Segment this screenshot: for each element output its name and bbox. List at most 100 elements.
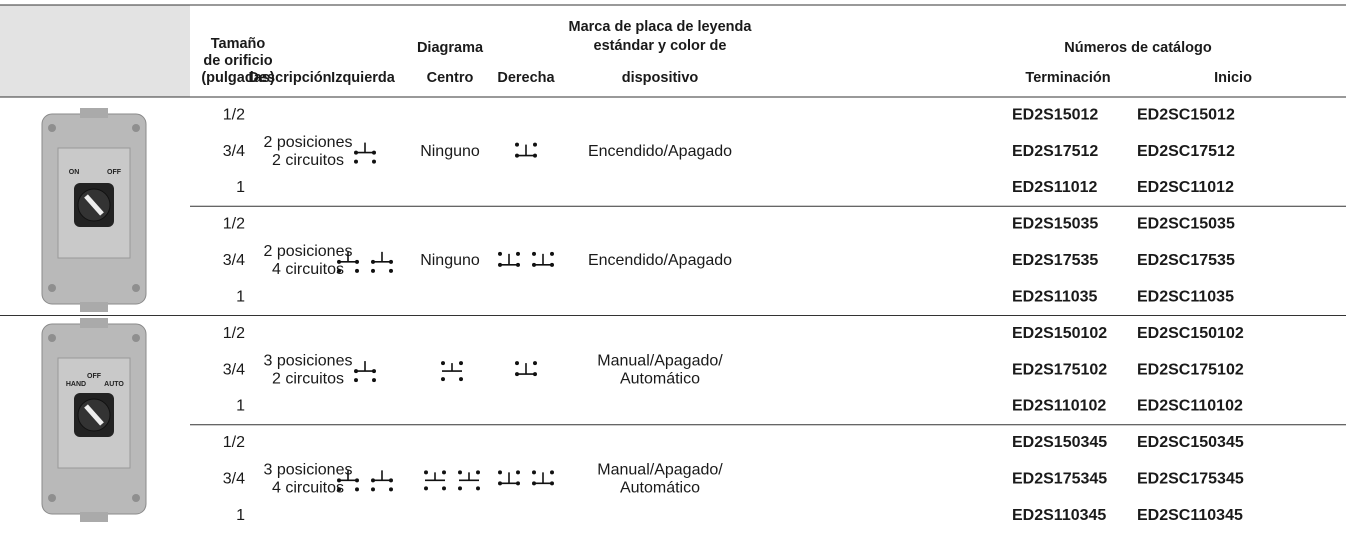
diagram-dot	[354, 378, 358, 383]
center: Ninguno	[420, 252, 480, 269]
diagram-dot	[458, 486, 462, 491]
size: 1/2	[223, 434, 245, 451]
diagram-dot	[389, 487, 393, 492]
switch-hub	[80, 512, 108, 522]
diagram-dot	[424, 486, 428, 491]
diagram-dot	[550, 481, 554, 486]
catalog-termination: ED2S15035	[1012, 216, 1098, 233]
diagram-dot	[533, 361, 537, 366]
catalog-termination: ED2S175345	[1012, 471, 1107, 488]
catalog-termination: ED2S150345	[1012, 434, 1107, 451]
switch-screw	[48, 284, 56, 292]
catalog-termination: ED2S175102	[1012, 361, 1107, 378]
header-size: de orificio	[203, 53, 272, 69]
diagram-dot	[498, 251, 502, 256]
diagram-dot	[532, 262, 536, 267]
catalog-start: ED2SC15012	[1137, 106, 1235, 123]
catalog-start: ED2SC17535	[1137, 252, 1235, 269]
diagram-dot	[476, 486, 480, 491]
diagram-dot	[516, 251, 520, 256]
diagram-dot	[515, 361, 519, 366]
header-shade	[0, 5, 190, 97]
header-size: (pulgadas)	[201, 70, 274, 86]
center: Ninguno	[420, 143, 480, 160]
catalog-termination: ED2S17535	[1012, 252, 1098, 269]
switch-screw	[48, 124, 56, 132]
diagram-dot	[441, 361, 445, 366]
header-center: Centro	[427, 70, 474, 86]
size: 1	[236, 507, 245, 524]
switch-label: OFF	[107, 169, 122, 176]
switch-handle	[84, 194, 104, 216]
diagram-dot	[337, 487, 341, 492]
catalog-start: ED2SC175102	[1137, 361, 1244, 378]
header-legend: dispositivo	[622, 70, 699, 86]
header-diagram: Diagrama	[417, 40, 484, 56]
catalog-start: ED2SC110102	[1137, 398, 1243, 415]
diagram-dot	[371, 487, 375, 492]
size: 3/4	[223, 471, 245, 488]
size: 3/4	[223, 361, 245, 378]
header-left: Izquierda	[331, 70, 396, 86]
diagram-dot	[550, 262, 554, 267]
size: 1	[236, 288, 245, 305]
switch-screw	[132, 494, 140, 502]
catalog-start: ED2SC11012	[1137, 179, 1234, 196]
switch-hub	[80, 108, 108, 118]
diagram-dot	[354, 159, 358, 164]
diagram-dot	[516, 481, 520, 486]
diagram-dot	[515, 153, 519, 158]
switch-label: ON	[69, 169, 80, 176]
legend: Encendido/Apagado	[588, 252, 732, 269]
diagram-dot	[337, 268, 341, 273]
diagram-dot	[532, 481, 536, 486]
size: 3/4	[223, 143, 245, 160]
switch-hub	[80, 302, 108, 312]
switch-label: AUTO	[104, 381, 124, 388]
diagram-dot	[550, 251, 554, 256]
legend: Manual/Apagado/	[597, 352, 723, 369]
diagram-dot	[476, 470, 480, 475]
diagram-dot	[442, 486, 446, 491]
diagram-dot	[516, 470, 520, 475]
size: 1/2	[223, 106, 245, 123]
catalog-start: ED2SC150345	[1137, 434, 1244, 451]
catalog-termination: ED2S11012	[1012, 179, 1098, 196]
switch-label: HAND	[66, 381, 86, 388]
catalog-start: ED2SC17512	[1137, 143, 1235, 160]
diagram-dot	[389, 268, 393, 273]
diagram-dot	[459, 361, 463, 366]
diagram-dot	[458, 470, 462, 475]
switch-label: OFF	[87, 373, 102, 380]
size: 1	[236, 398, 245, 415]
switch-screw	[132, 284, 140, 292]
catalog-termination: ED2S110345	[1012, 507, 1106, 524]
description: 4 circuitos	[272, 480, 344, 497]
legend: Automático	[620, 480, 700, 497]
size: 1	[236, 179, 245, 196]
catalog-termination: ED2S15012	[1012, 106, 1098, 123]
catalog-start: ED2SC150102	[1137, 325, 1244, 342]
header-right: Derecha	[497, 70, 555, 86]
catalog-start: ED2SC15035	[1137, 216, 1235, 233]
description: 2 circuitos	[272, 370, 344, 387]
catalog-termination: ED2S11035	[1012, 288, 1098, 305]
legend: Manual/Apagado/	[597, 462, 723, 479]
catalog-termination: ED2S150102	[1012, 325, 1107, 342]
diagram-dot	[515, 142, 519, 147]
diagram-dot	[355, 487, 359, 492]
description: 2 posiciones	[264, 134, 353, 151]
header-legend: Marca de placa de leyenda	[569, 19, 753, 35]
diagram-dot	[424, 470, 428, 475]
header-description: Descripción	[249, 70, 332, 86]
diagram-dot	[441, 377, 445, 382]
diagram-dot	[372, 159, 376, 164]
switch-screw	[48, 494, 56, 502]
diagram-dot	[533, 142, 537, 147]
catalog-termination: ED2S17512	[1012, 143, 1098, 160]
diagram-dot	[532, 251, 536, 256]
header-termination: Terminación	[1025, 70, 1110, 86]
diagram-dot	[533, 372, 537, 377]
switch-screw	[132, 334, 140, 342]
